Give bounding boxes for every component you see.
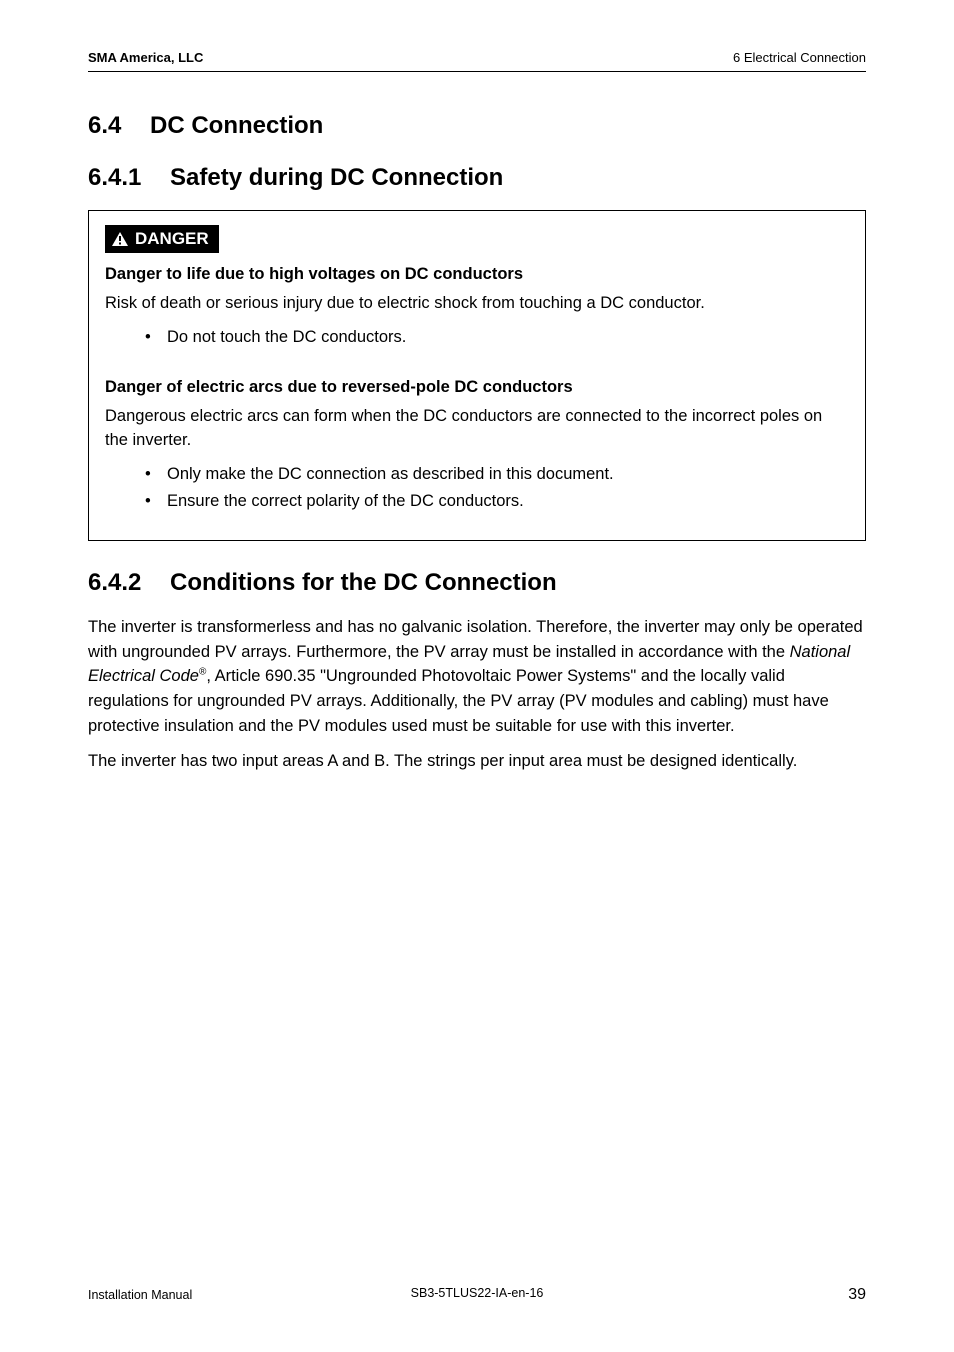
subsection-2-title: Conditions for the DC Connection bbox=[170, 569, 557, 596]
subsection-2-number: 6.4.2 bbox=[88, 569, 170, 597]
subsection-1-number: 6.4.1 bbox=[88, 164, 170, 192]
danger-bullet-2: Only make the DC connection as described… bbox=[145, 461, 849, 487]
danger-label: DANGER bbox=[135, 229, 209, 249]
header-left: SMA America, LLC bbox=[88, 50, 203, 65]
danger-callout: DANGER Danger to life due to high voltag… bbox=[88, 210, 866, 541]
danger-heading-1: Danger to life due to high voltages on D… bbox=[105, 265, 849, 284]
footer-page-number: 39 bbox=[848, 1286, 866, 1304]
warning-icon bbox=[111, 231, 129, 247]
body-para-1: The inverter is transformerless and has … bbox=[88, 615, 866, 739]
page-footer: Installation Manual SB3-5TLUS22-IA-en-16… bbox=[88, 1286, 866, 1304]
header-rule bbox=[88, 71, 866, 72]
subsection-2-heading: 6.4.2Conditions for the DC Connection bbox=[88, 569, 866, 597]
danger-list-2: Only make the DC connection as described… bbox=[105, 461, 849, 514]
body-para-2: The inverter has two input areas A and B… bbox=[88, 749, 866, 774]
section-number: 6.4 bbox=[88, 112, 150, 140]
danger-list-1: Do not touch the DC conductors. bbox=[105, 324, 849, 350]
subsection-1-title: Safety during DC Connection bbox=[170, 164, 503, 191]
footer-mid: SB3-5TLUS22-IA-en-16 bbox=[88, 1286, 866, 1300]
body-p1a: The inverter is transformerless and has … bbox=[88, 618, 863, 661]
page: SMA America, LLC 6 Electrical Connection… bbox=[0, 0, 954, 1352]
footer-left: Installation Manual bbox=[88, 1288, 192, 1302]
danger-bullet-1: Do not touch the DC conductors. bbox=[145, 324, 849, 350]
danger-para-2: Dangerous electric arcs can form when th… bbox=[105, 405, 849, 453]
section-heading: 6.4DC Connection bbox=[88, 112, 866, 140]
danger-bullet-3: Ensure the correct polarity of the DC co… bbox=[145, 488, 849, 514]
danger-para-1: Risk of death or serious injury due to e… bbox=[105, 292, 849, 316]
header-right: 6 Electrical Connection bbox=[733, 50, 866, 65]
page-header: SMA America, LLC 6 Electrical Connection bbox=[88, 50, 866, 65]
subsection-1-heading: 6.4.1Safety during DC Connection bbox=[88, 164, 866, 192]
danger-heading-2: Danger of electric arcs due to reversed-… bbox=[105, 378, 849, 397]
section-title: DC Connection bbox=[150, 112, 323, 139]
danger-badge: DANGER bbox=[105, 225, 219, 253]
